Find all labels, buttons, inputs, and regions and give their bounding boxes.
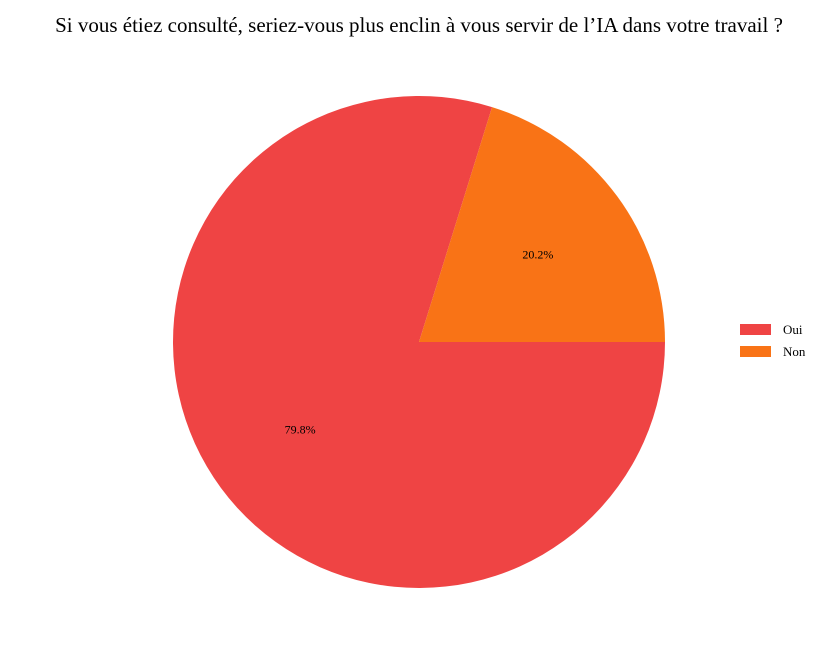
legend: Oui Non	[740, 322, 806, 359]
slice-label-oui: 79.8%	[285, 423, 316, 437]
slice-labels: 79.8% 20.2%	[285, 247, 554, 436]
legend-label-oui: Oui	[783, 322, 803, 337]
slice-label-non: 20.2%	[522, 247, 553, 261]
legend-swatch-non	[740, 346, 771, 357]
legend-label-non: Non	[783, 344, 806, 359]
chart-title: Si vous étiez consulté, seriez-vous plus…	[55, 13, 783, 37]
pie-slices	[172, 96, 665, 588]
pie-slice-non	[419, 107, 665, 342]
legend-swatch-oui	[740, 324, 771, 335]
